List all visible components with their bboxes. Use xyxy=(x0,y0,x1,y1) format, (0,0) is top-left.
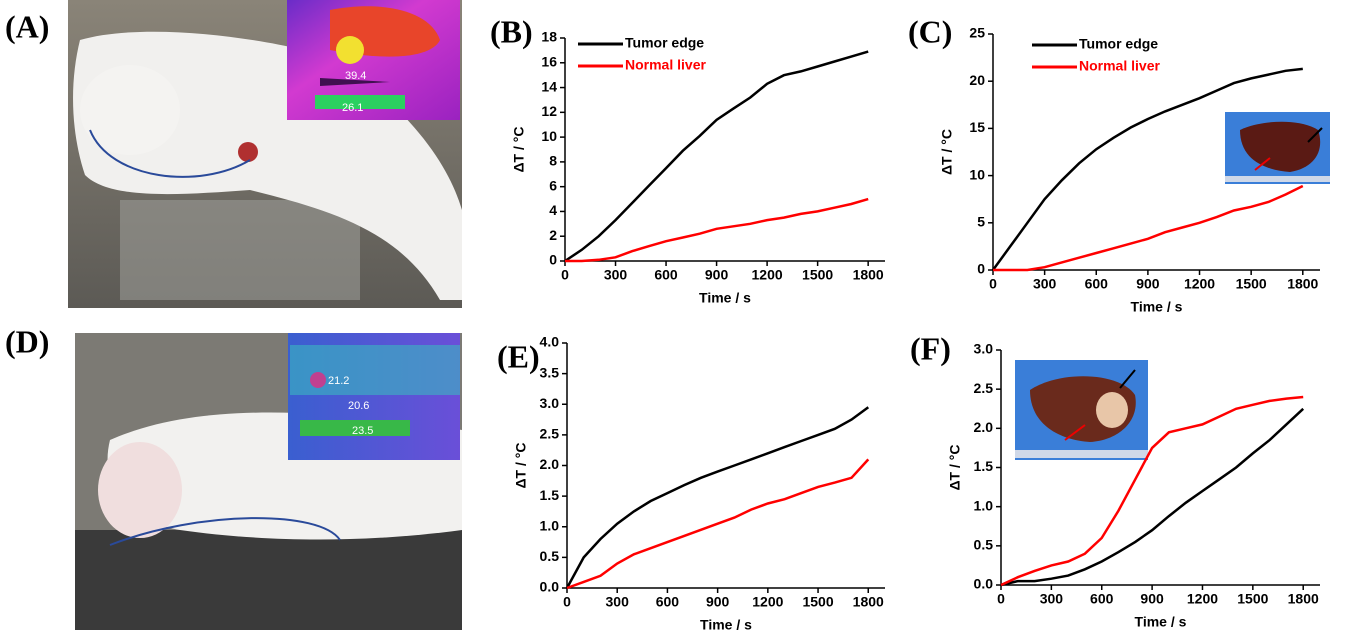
x-tick-label: 1500 xyxy=(1237,591,1268,607)
x-tick-label: 900 xyxy=(706,594,730,610)
y-tick-label: 0.0 xyxy=(974,576,994,592)
y-tick-label: 2 xyxy=(549,227,557,243)
y-tick-label: 2.5 xyxy=(974,380,994,396)
data-line xyxy=(565,406,870,589)
x-tick-label: 0 xyxy=(997,591,1005,607)
y-tick-label: 12 xyxy=(541,103,557,119)
x-tick-label: 600 xyxy=(1085,276,1109,292)
x-tick-label: 1200 xyxy=(1184,276,1215,292)
x-tick-label: 900 xyxy=(1140,591,1164,607)
x-tick-label: 1200 xyxy=(752,594,783,610)
x-tick-label: 600 xyxy=(1090,591,1114,607)
photo-d: 21.2 20.6 23.5 xyxy=(75,333,462,630)
panel-label: (E) xyxy=(497,338,540,374)
y-tick-label: 0.0 xyxy=(540,579,560,595)
data-line xyxy=(564,50,869,263)
y-tick-label: 5 xyxy=(977,214,985,230)
y-tick-label: 10 xyxy=(969,166,985,182)
y-tick-label: 20 xyxy=(969,72,985,88)
x-tick-label: 300 xyxy=(606,594,630,610)
x-axis-label: Time / s xyxy=(1135,614,1187,630)
y-axis-label: ΔT / °C xyxy=(947,445,963,491)
data-line xyxy=(1000,407,1305,587)
data-line xyxy=(566,458,870,590)
y-tick-label: 2.0 xyxy=(974,419,994,435)
panel-label: (B) xyxy=(490,13,533,49)
y-tick-label: 1.5 xyxy=(540,487,560,503)
x-axis-label: Time / s xyxy=(700,617,752,633)
y-tick-label: 16 xyxy=(541,53,557,69)
y-tick-label: 18 xyxy=(541,29,557,45)
y-tick-label: 8 xyxy=(549,153,557,169)
x-tick-label: 0 xyxy=(563,594,571,610)
x-tick-label: 600 xyxy=(656,594,680,610)
liver-inset-f xyxy=(1015,360,1148,460)
data-line xyxy=(565,197,869,263)
y-tick-label: 3.5 xyxy=(540,364,560,380)
x-tick-label: 1800 xyxy=(1287,276,1318,292)
thermal-reading: 39.4 xyxy=(345,70,366,82)
panel-label: (C) xyxy=(908,13,952,49)
panel-label: (A) xyxy=(5,8,49,44)
x-tick-label: 1800 xyxy=(853,594,884,610)
x-tick-label: 1500 xyxy=(802,267,833,283)
y-axis-label: ΔT / °C xyxy=(513,443,529,489)
x-tick-label: 1200 xyxy=(752,267,783,283)
y-tick-label: 15 xyxy=(969,119,985,135)
y-tick-label: 1.0 xyxy=(974,497,994,513)
y-tick-label: 1.5 xyxy=(974,458,994,474)
y-tick-label: 10 xyxy=(541,128,557,144)
x-axis-label: Time / s xyxy=(1131,299,1183,315)
y-tick-label: 4 xyxy=(549,202,557,218)
x-tick-label: 300 xyxy=(604,267,628,283)
y-tick-label: 6 xyxy=(549,177,557,193)
y-tick-label: 25 xyxy=(969,25,985,41)
x-tick-label: 600 xyxy=(654,267,678,283)
thermal-reading: 21.2 xyxy=(328,375,349,387)
x-tick-label: 300 xyxy=(1040,591,1064,607)
x-tick-label: 1800 xyxy=(1288,591,1319,607)
y-tick-label: 0.5 xyxy=(540,548,560,564)
y-tick-label: 3.0 xyxy=(974,341,994,357)
legend-label: Normal liver xyxy=(1079,58,1160,74)
y-axis-label: ΔT / °C xyxy=(939,129,955,175)
legend-label: Tumor edge xyxy=(1079,36,1158,52)
y-axis-label: ΔT / °C xyxy=(511,127,527,173)
panel-label: (D) xyxy=(5,323,49,359)
x-axis-label: Time / s xyxy=(699,290,751,306)
legend-label: Tumor edge xyxy=(625,35,704,51)
data-line xyxy=(1000,395,1304,587)
liver-inset-c xyxy=(1225,112,1330,184)
y-tick-label: 0 xyxy=(549,252,557,268)
x-tick-label: 1800 xyxy=(853,267,884,283)
y-tick-label: 0.5 xyxy=(974,537,994,553)
y-tick-label: 1.0 xyxy=(540,517,560,533)
legend-label: Normal liver xyxy=(625,57,706,73)
y-tick-label: 2.5 xyxy=(540,426,560,442)
data-line xyxy=(993,184,1304,272)
x-tick-label: 0 xyxy=(989,276,997,292)
panel-label: (F) xyxy=(910,330,951,366)
data-line xyxy=(991,67,1303,271)
thermal-reading: 20.6 xyxy=(348,400,369,412)
x-tick-label: 1200 xyxy=(1187,591,1218,607)
photo-a: 39.4 26.1 xyxy=(68,0,463,308)
x-tick-label: 0 xyxy=(561,267,569,283)
y-tick-label: 3.0 xyxy=(540,395,560,411)
y-tick-label: 0 xyxy=(977,261,985,277)
y-tick-label: 4.0 xyxy=(540,334,560,350)
thermal-reading: 26.1 xyxy=(342,102,363,114)
x-tick-label: 900 xyxy=(1136,276,1160,292)
x-tick-label: 1500 xyxy=(1236,276,1267,292)
y-tick-label: 14 xyxy=(541,78,557,94)
thermal-reading: 23.5 xyxy=(352,425,373,437)
x-tick-label: 1500 xyxy=(802,594,833,610)
y-tick-label: 2.0 xyxy=(540,456,560,472)
x-tick-label: 900 xyxy=(705,267,729,283)
x-tick-label: 300 xyxy=(1033,276,1057,292)
